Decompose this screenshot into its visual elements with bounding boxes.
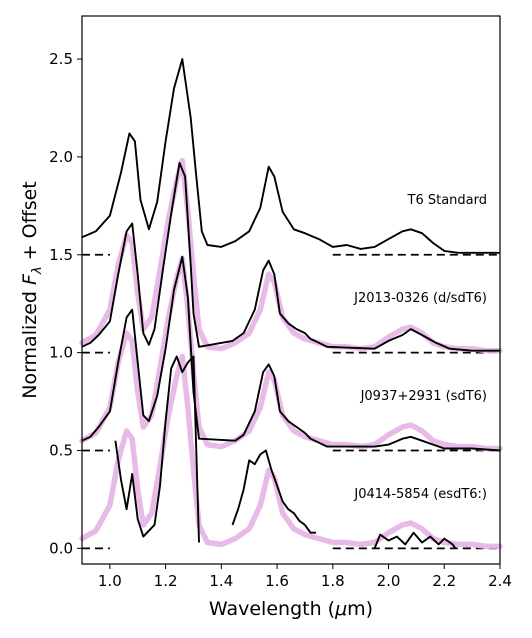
spectrum-label-j2013: J2013-0326 (d/sdT6) <box>353 291 487 306</box>
x-tick-label: 1.0 <box>98 572 122 590</box>
template-line-j0937-2931-sdt6 <box>79 255 503 452</box>
spectrum-line-j0937-2931-sdt6 <box>81 255 501 452</box>
plot-content <box>79 58 503 550</box>
x-tick-label: 1.8 <box>321 572 345 590</box>
y-axis-label-f: F <box>19 273 41 285</box>
template-line-j2013-0326-d-sdt6 <box>79 158 503 354</box>
template-line-j0414-5854-esdt6 <box>79 353 503 550</box>
x-tick-label: 2.2 <box>432 572 456 590</box>
x-axis-label-mu: μ <box>334 598 347 620</box>
x-axis-label-end: m) <box>347 598 373 620</box>
x-axis-label-start: Wavelength ( <box>209 598 335 620</box>
y-tick-label: 0.0 <box>49 539 73 557</box>
spectrum-line-j0414-5854-esdt6-seg2 <box>373 531 457 549</box>
spectrum-line-j0414-5854-esdt6-seg1 <box>231 449 317 534</box>
axis-ticks: 1.0 1.2 1.4 1.6 1.8 2.0 2.2 2.4 0.0 0.5 1.0 1.5 2.0 2… <box>49 50 512 590</box>
plot-frame <box>81 15 501 565</box>
y-axis-label-start: Normalized <box>19 285 41 399</box>
y-tick-label: 1.0 <box>49 344 73 362</box>
x-tick-label: 1.6 <box>265 572 289 590</box>
x-tick-label: 1.2 <box>154 572 178 590</box>
spectrum-label-j0414: J0414-5854 (esdT6:) <box>353 487 487 502</box>
x-tick-label: 1.4 <box>209 572 233 590</box>
y-axis-label-end: + Offset <box>19 181 41 266</box>
spectrum-line-t6-standard <box>81 58 500 254</box>
spectrum-label-t6-standard: T6 Standard <box>407 193 488 208</box>
y-tick-label: 1.5 <box>49 246 73 264</box>
y-tick-label: 2.0 <box>49 148 73 166</box>
spectrum-labels: T6 Standard J2013-0326 (d/sdT6) J0937+29… <box>353 193 487 502</box>
y-tick-label: 0.5 <box>49 441 73 459</box>
x-tick-label: 2.0 <box>377 572 401 590</box>
x-axis-label: Wavelength (μm) <box>209 598 373 620</box>
spectrum-line-j2013-0326-d-sdt6 <box>81 161 500 352</box>
spectrum-line-j0414-5854-esdt6-seg0 <box>114 355 200 543</box>
y-axis-label: Normalized Fλ + Offset <box>19 181 45 399</box>
spectrum-label-j0937: J0937+2931 (sdT6) <box>360 389 487 404</box>
x-tick-label: 2.4 <box>488 572 512 590</box>
y-axis-label-lambda: λ <box>30 266 45 275</box>
y-tick-label: 2.5 <box>49 50 73 68</box>
